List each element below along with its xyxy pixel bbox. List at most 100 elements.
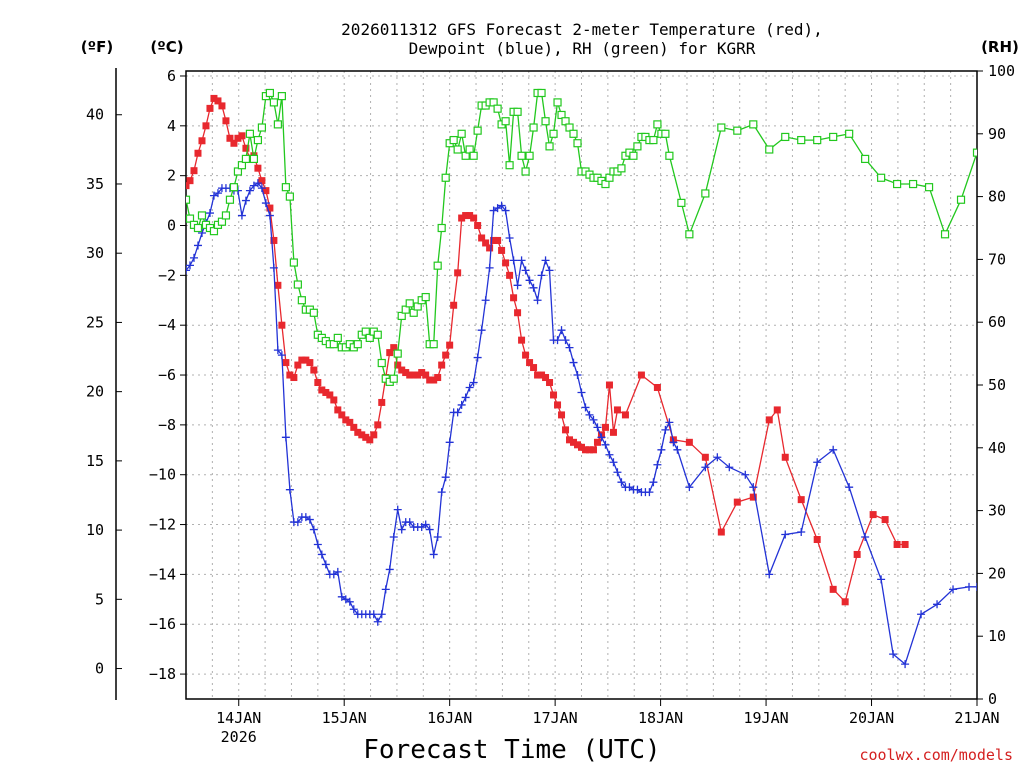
temperature-point [478,234,486,242]
fahrenheit-tick-label: 30 [86,244,104,262]
temperature-point [853,550,861,558]
dewpoint-point [445,438,454,447]
dewpoint-point [589,415,598,424]
relative-humidity-point [549,129,558,138]
temperature-point [506,271,514,279]
dewpoint-point [525,276,534,285]
relative-humidity-point [665,151,674,160]
relative-humidity-point [717,123,726,132]
dewpoint-point [741,470,750,479]
temperature-point [605,381,613,389]
dewpoint-point [845,483,854,492]
date-tick-label: 16JAN [427,709,472,727]
dewpoint-point [385,565,394,574]
relative-humidity-point [437,223,446,233]
relative-humidity-point [186,195,191,204]
dewpoint-point [421,520,430,529]
dewpoint-point [349,605,358,614]
relative-humidity-point [861,154,870,164]
temperature-point [218,102,226,110]
temperature-point [402,369,410,377]
relative-humidity-point [653,120,662,129]
relative-humidity-point [225,195,235,204]
temperature-point [589,446,597,454]
temperature-point [881,516,889,524]
relative-humidity-point [433,261,442,270]
temperature-point [330,396,338,404]
date-tick-label: 14JAN [216,709,261,727]
dewpoint-point [241,196,250,205]
temperature-point [574,441,582,449]
dewpoint-point [397,525,406,534]
temperature-point [386,349,394,357]
fahrenheit-tick-label: 40 [86,106,104,124]
dewpoint-point [613,468,622,477]
dewpoint-point [765,570,774,579]
temperature-point [522,351,530,359]
date-tick-year: 2026 [221,728,257,746]
relative-humidity-point [441,173,450,182]
dewpoint-point [309,525,318,534]
relative-humidity-point [281,183,290,192]
dewpoint-point [557,326,566,335]
relative-humidity-point [377,358,386,368]
temperature-point [653,383,661,391]
temperature-point [302,356,310,364]
dewpoint-point [369,610,378,619]
dewpoint-point [477,326,486,335]
rh-tick-label: 10 [988,627,1006,645]
celsius-tick-label: −18 [149,665,176,683]
relative-humidity-point [877,173,886,182]
relative-humidity-point [285,192,294,201]
dewpoint-point [405,518,414,527]
temperature-point [518,336,526,344]
dewpoint-point [701,463,710,472]
relative-humidity-point [297,296,306,305]
relative-humidity-point [449,135,458,145]
temperature-point [270,236,278,244]
dewpoint-point [441,473,450,482]
temperature-point [593,438,601,446]
relative-humidity-point [685,230,694,239]
relative-humidity-point [940,230,950,239]
chart-title-line-1: 2026011312 GFS Forecast 2-meter Temperat… [341,20,823,39]
dewpoint-point [609,458,618,467]
relative-humidity-point [649,135,658,145]
relative-humidity-point [429,340,438,349]
relative-humidity-point [733,126,742,135]
fahrenheit-unit-label: (ºF) [81,38,113,56]
celsius-tick-label: −10 [149,466,176,484]
temperature-point [254,164,262,172]
temperature-point [306,359,314,367]
celsius-tick-label: 6 [167,67,176,85]
dewpoint-point [345,597,354,606]
date-tick-label: 21JAN [954,709,999,727]
dewpoint-point [685,483,694,492]
dewpoint-point [813,458,822,467]
dewpoint-point [673,445,682,454]
celsius-tick-label: −16 [149,615,176,633]
relative-humidity-point [353,340,362,349]
dewpoint-point [473,353,482,362]
temperature-point [578,443,585,451]
relative-humidity-point [197,211,207,220]
dewpoint-point [277,351,286,360]
relative-humidity-point [529,123,538,132]
relative-humidity-point [469,151,478,160]
celsius-tick-label: −2 [158,266,176,284]
relative-humidity-point [193,223,203,233]
dewpoint-point [461,393,470,402]
temperature-point [893,540,901,548]
temperature-point [773,406,781,414]
temperature-point [558,411,566,419]
temperature-point [338,411,346,419]
temperature-point [242,144,250,152]
temperature-point [202,122,210,130]
temperature-point [609,428,617,436]
celsius-tick-label: −6 [158,366,176,384]
dewpoint-point [457,400,466,409]
temperature-point [581,446,589,454]
temperature-point [410,371,418,379]
relative-humidity-point [972,148,977,157]
date-tick-label: 20JAN [849,709,894,727]
